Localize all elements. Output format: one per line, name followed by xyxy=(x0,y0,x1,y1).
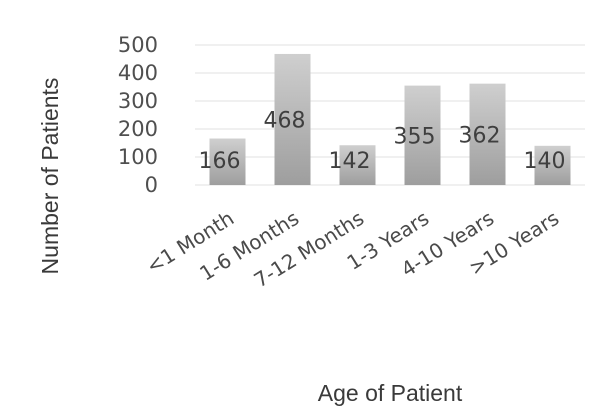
data-labels: 166 468 142 355 362 140 xyxy=(199,108,566,174)
y-tick-label: 100 xyxy=(118,145,158,169)
bar xyxy=(404,85,441,185)
y-axis-ticks: 0 100 200 300 400 500 xyxy=(118,33,158,197)
bar xyxy=(534,145,571,185)
x-axis-title: Age of Patient xyxy=(318,380,463,406)
data-label: 355 xyxy=(394,124,436,149)
grid-lines xyxy=(195,44,585,186)
data-label: 140 xyxy=(524,149,566,174)
bars xyxy=(209,53,571,186)
data-label: 142 xyxy=(329,149,371,174)
bar xyxy=(209,138,246,185)
y-tick-label: 0 xyxy=(145,173,158,197)
y-tick-label: 400 xyxy=(118,61,158,85)
bar xyxy=(339,145,376,185)
y-tick-label: 500 xyxy=(118,33,158,57)
data-label: 362 xyxy=(459,123,501,148)
y-tick-label: 300 xyxy=(118,89,158,113)
data-label: 166 xyxy=(199,149,241,174)
data-label: 468 xyxy=(264,108,306,133)
bar xyxy=(469,83,506,185)
y-tick-label: 200 xyxy=(118,117,158,141)
y-axis-title: Number of Patients xyxy=(37,78,63,275)
bar xyxy=(274,53,311,186)
